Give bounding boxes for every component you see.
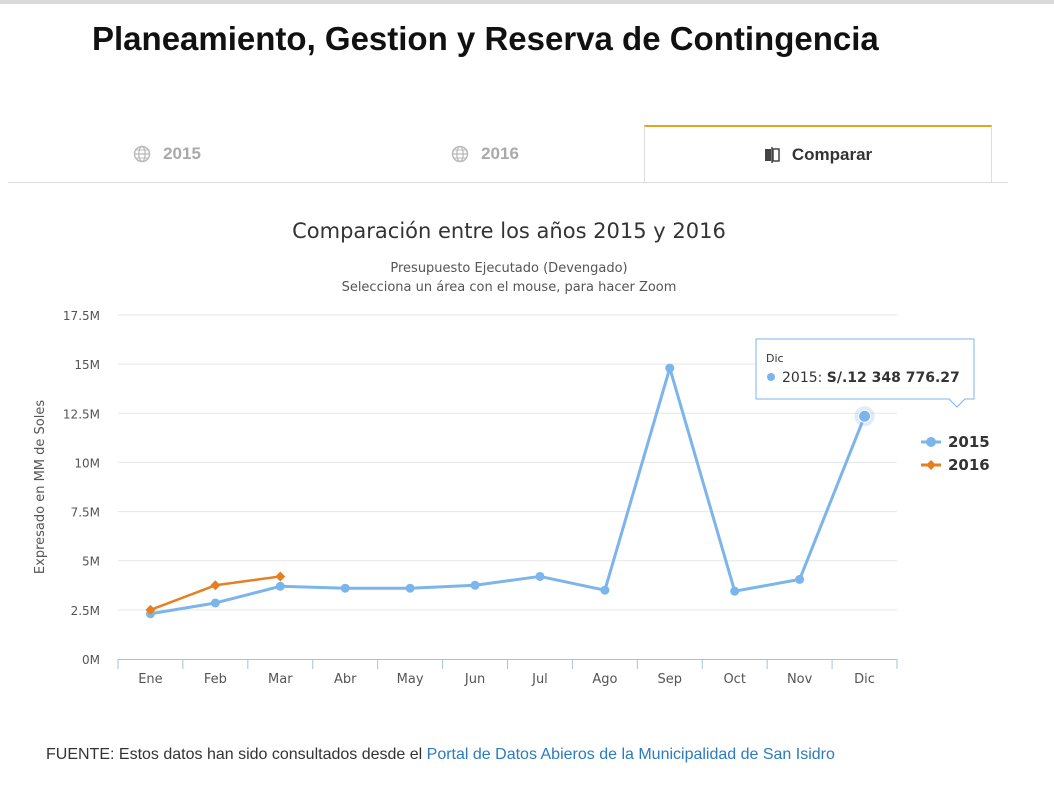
source-note: FUENTE: Estos datos han sido consultados…	[46, 746, 835, 764]
page-title: Planeamiento, Gestion y Reserva de Conti…	[92, 20, 879, 57]
x-tick-label: Mar	[268, 672, 293, 687]
y-axis-title: Expresado en MM de Soles	[33, 400, 48, 574]
tab-2016[interactable]: 2016	[326, 125, 644, 182]
top-border	[0, 0, 1054, 4]
data-point-2015	[340, 583, 350, 593]
globe-icon	[133, 145, 151, 163]
x-tick-label: Ene	[138, 672, 162, 687]
y-tick-label: 12.5M	[63, 407, 100, 421]
series-line-2015	[150, 366, 866, 616]
tabs-baseline	[8, 182, 1008, 183]
x-tick-label: Dic	[854, 672, 875, 687]
legend-label: 2016	[948, 456, 990, 474]
year-tabs: 2015 2016 Comparar	[8, 125, 1008, 183]
source-link[interactable]: Portal de Datos Abieros de la Municipali…	[426, 746, 835, 763]
y-tick-label: 2.5M	[71, 604, 100, 618]
x-tick-label: Oct	[723, 672, 745, 687]
legend: 2015 2016	[921, 433, 990, 474]
legend-marker	[926, 460, 936, 470]
data-point-2015	[665, 363, 675, 373]
hover-point	[858, 409, 872, 423]
y-tick-label: 10M	[74, 456, 100, 470]
globe-icon	[451, 145, 469, 163]
x-tick-label: May	[397, 672, 424, 687]
tooltip-category: Dic	[766, 352, 784, 365]
comparison-chart[interactable]: Comparación entre los años 2015 y 2016 P…	[0, 200, 1054, 720]
data-point-2016	[275, 571, 286, 582]
tooltip-box	[755, 338, 975, 408]
data-point-2015	[795, 574, 805, 584]
data-point-2016	[145, 604, 156, 615]
data-point-2015	[210, 598, 220, 608]
data-point-2015	[600, 585, 610, 595]
tooltip-marker	[767, 373, 775, 381]
data-point-2015	[470, 580, 480, 590]
data-point-2015	[275, 581, 285, 591]
tab-label: 2016	[481, 143, 519, 163]
legend-label: 2015	[948, 433, 990, 451]
y-tick-label: 7.5M	[71, 506, 100, 520]
tooltip-value: 2015: S/.12 348 776.27	[782, 370, 960, 386]
chart-title: Comparación entre los años 2015 y 2016	[292, 219, 726, 243]
x-tick-label: Ago	[592, 672, 617, 687]
data-point-2015	[405, 583, 415, 593]
x-tick-label: Feb	[204, 672, 227, 687]
chart-subtitle-line-1: Presupuesto Ejecutado (Devengado)	[390, 261, 627, 276]
x-tick-label: Abr	[334, 672, 357, 687]
tooltip: Dic 2015: S/.12 348 776.27	[755, 338, 975, 427]
x-axis: Ene Feb Mar Abr May Jun Jul Ago Sep Oct Nov Dic	[117, 659, 898, 687]
chart-subtitle-line-2: Selecciona un área con el mouse, para ha…	[342, 280, 677, 295]
compare-icon	[764, 147, 780, 163]
data-point-2016	[210, 580, 221, 591]
tab-label: Comparar	[791, 145, 873, 164]
source-prefix: FUENTE: Estos datos han sido consultados…	[46, 746, 427, 763]
y-tick-label: 15M	[74, 358, 100, 372]
x-tick-label: Sep	[658, 672, 683, 687]
y-tick-label: 5M	[82, 555, 100, 569]
y-tick-label: 17.5M	[63, 309, 100, 323]
x-tick-label: Jul	[531, 672, 548, 687]
y-tick-label: 0M	[82, 653, 100, 667]
data-point-2015	[730, 586, 740, 596]
chart-container[interactable]: Comparación entre los años 2015 y 2016 P…	[0, 200, 1054, 720]
series	[145, 363, 870, 619]
x-tick-label: Nov	[787, 672, 813, 687]
tab-label: 2015	[163, 143, 201, 163]
grid: 0M 2.5M 5M 7.5M 10M 12.5M 15M 17.5M	[63, 309, 897, 667]
tab-2015[interactable]: 2015	[8, 125, 326, 182]
legend-marker	[926, 437, 936, 447]
x-tick-label: Jun	[464, 672, 485, 687]
tab-comparar[interactable]: Comparar	[644, 125, 992, 183]
data-point-2015	[535, 571, 545, 581]
